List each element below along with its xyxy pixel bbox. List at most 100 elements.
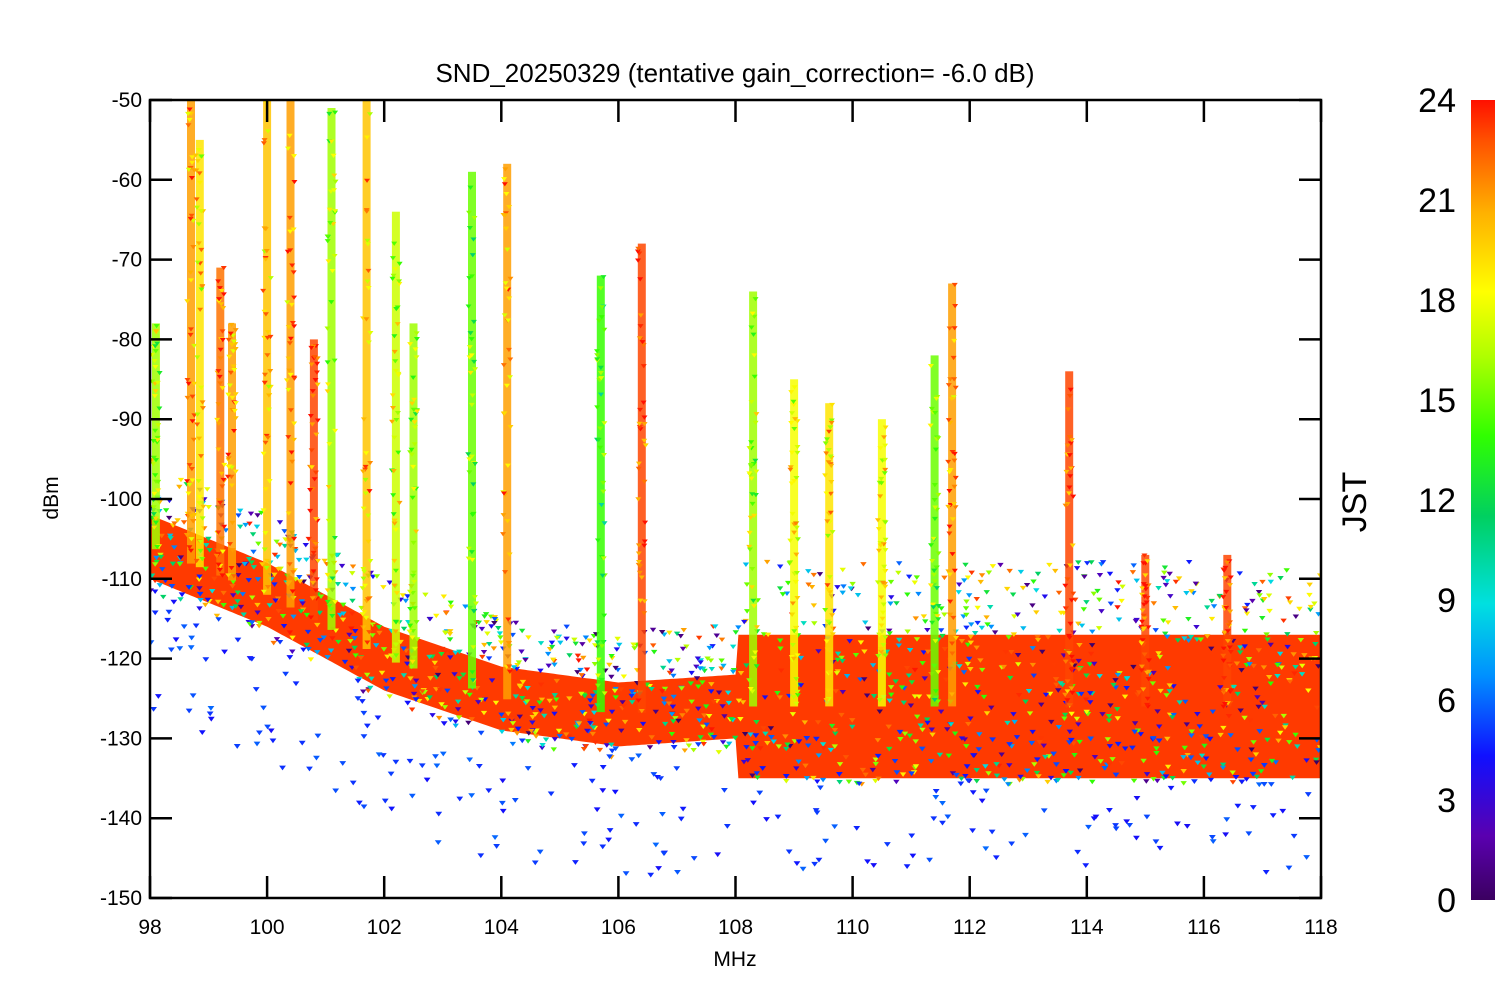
outlier-point: [903, 864, 911, 870]
data-point: [693, 664, 700, 670]
peak-point: [949, 517, 956, 522]
data-point: [1163, 693, 1170, 698]
peak-point: [367, 112, 374, 117]
data-point: [1167, 594, 1174, 599]
data-point: [832, 689, 840, 694]
data-point: [1170, 684, 1177, 689]
data-point: [660, 665, 667, 671]
data-point: [1169, 715, 1176, 720]
data-point: [316, 610, 323, 616]
data-point: [688, 670, 695, 676]
data-point: [150, 573, 156, 579]
data-point: [997, 562, 1004, 568]
outlier-point: [477, 730, 485, 736]
outlier-point: [1156, 845, 1164, 851]
peak-bar: [327, 108, 336, 630]
data-point: [820, 745, 827, 751]
peak-point: [187, 327, 194, 332]
peak-point: [284, 146, 291, 151]
peak-point: [822, 473, 829, 478]
peak-point: [195, 222, 202, 227]
outlier-point: [511, 798, 519, 803]
data-point: [1152, 628, 1159, 633]
data-point: [446, 631, 454, 637]
x-tick-label: 112: [953, 916, 986, 939]
peak-point: [326, 207, 333, 213]
data-point: [539, 743, 546, 748]
peak-point: [367, 330, 374, 336]
data-point: [587, 698, 594, 703]
peak-point: [391, 558, 398, 564]
peak-point: [930, 602, 937, 607]
outlier-point: [1053, 762, 1060, 768]
data-point: [695, 635, 703, 641]
peak-point: [307, 413, 314, 419]
peak-point: [789, 411, 796, 416]
outlier-point: [815, 857, 823, 863]
peak-point: [216, 297, 223, 302]
outlier-point: [969, 828, 976, 834]
data-point: [744, 758, 752, 763]
peak-point: [395, 373, 402, 378]
outlier-point: [466, 757, 474, 763]
peak-point: [187, 270, 194, 275]
data-point: [938, 606, 945, 611]
peak-point: [824, 437, 831, 442]
peak-point: [390, 493, 397, 498]
peak-point: [395, 450, 402, 455]
peak-point: [470, 609, 477, 614]
data-point: [1114, 605, 1121, 610]
data-point: [1217, 685, 1224, 690]
data-point: [1198, 753, 1206, 759]
data-point: [247, 511, 255, 517]
data-point: [548, 644, 556, 650]
peak-point: [752, 420, 759, 425]
data-point: [831, 744, 838, 749]
peak-point: [326, 603, 333, 609]
data-point: [1169, 776, 1176, 781]
peak-point: [753, 469, 760, 474]
peak-point: [828, 418, 835, 423]
peak-point: [195, 147, 202, 153]
data-point: [1020, 626, 1027, 631]
peak-point: [948, 692, 955, 697]
peak-point: [391, 435, 398, 440]
data-point: [1083, 561, 1091, 566]
outlier-point: [1247, 757, 1255, 763]
data-point: [1048, 719, 1055, 725]
data-point: [550, 747, 558, 752]
data-point: [1312, 630, 1320, 636]
data-point: [266, 603, 273, 608]
peak-point: [787, 538, 794, 543]
peak-point: [313, 577, 320, 582]
outlier-point: [379, 753, 387, 758]
data-point: [973, 778, 980, 784]
data-point: [1060, 773, 1068, 778]
data-point: [574, 653, 582, 659]
data-point: [720, 663, 727, 669]
peak-point: [748, 585, 755, 590]
peak-point: [389, 419, 396, 424]
data-point: [1237, 650, 1244, 655]
peak-point: [230, 428, 237, 434]
peak-point: [360, 469, 367, 474]
peak-point: [392, 527, 399, 532]
peak-point: [150, 438, 157, 444]
peak-point: [751, 604, 758, 609]
peak-point: [361, 610, 368, 615]
outlier-point: [932, 795, 940, 800]
peak-point: [594, 353, 601, 358]
peak-point: [289, 589, 296, 594]
peak-point: [1068, 654, 1075, 660]
data-point: [550, 629, 558, 634]
peak-point: [824, 583, 831, 588]
data-point: [537, 668, 544, 674]
data-point: [541, 713, 548, 719]
data-point: [314, 622, 321, 628]
peak-point: [1062, 659, 1069, 664]
peak-point: [314, 361, 321, 366]
outlier-point: [652, 842, 660, 848]
outlier-point: [964, 778, 972, 784]
peak-point: [951, 338, 958, 344]
data-point: [492, 700, 500, 706]
